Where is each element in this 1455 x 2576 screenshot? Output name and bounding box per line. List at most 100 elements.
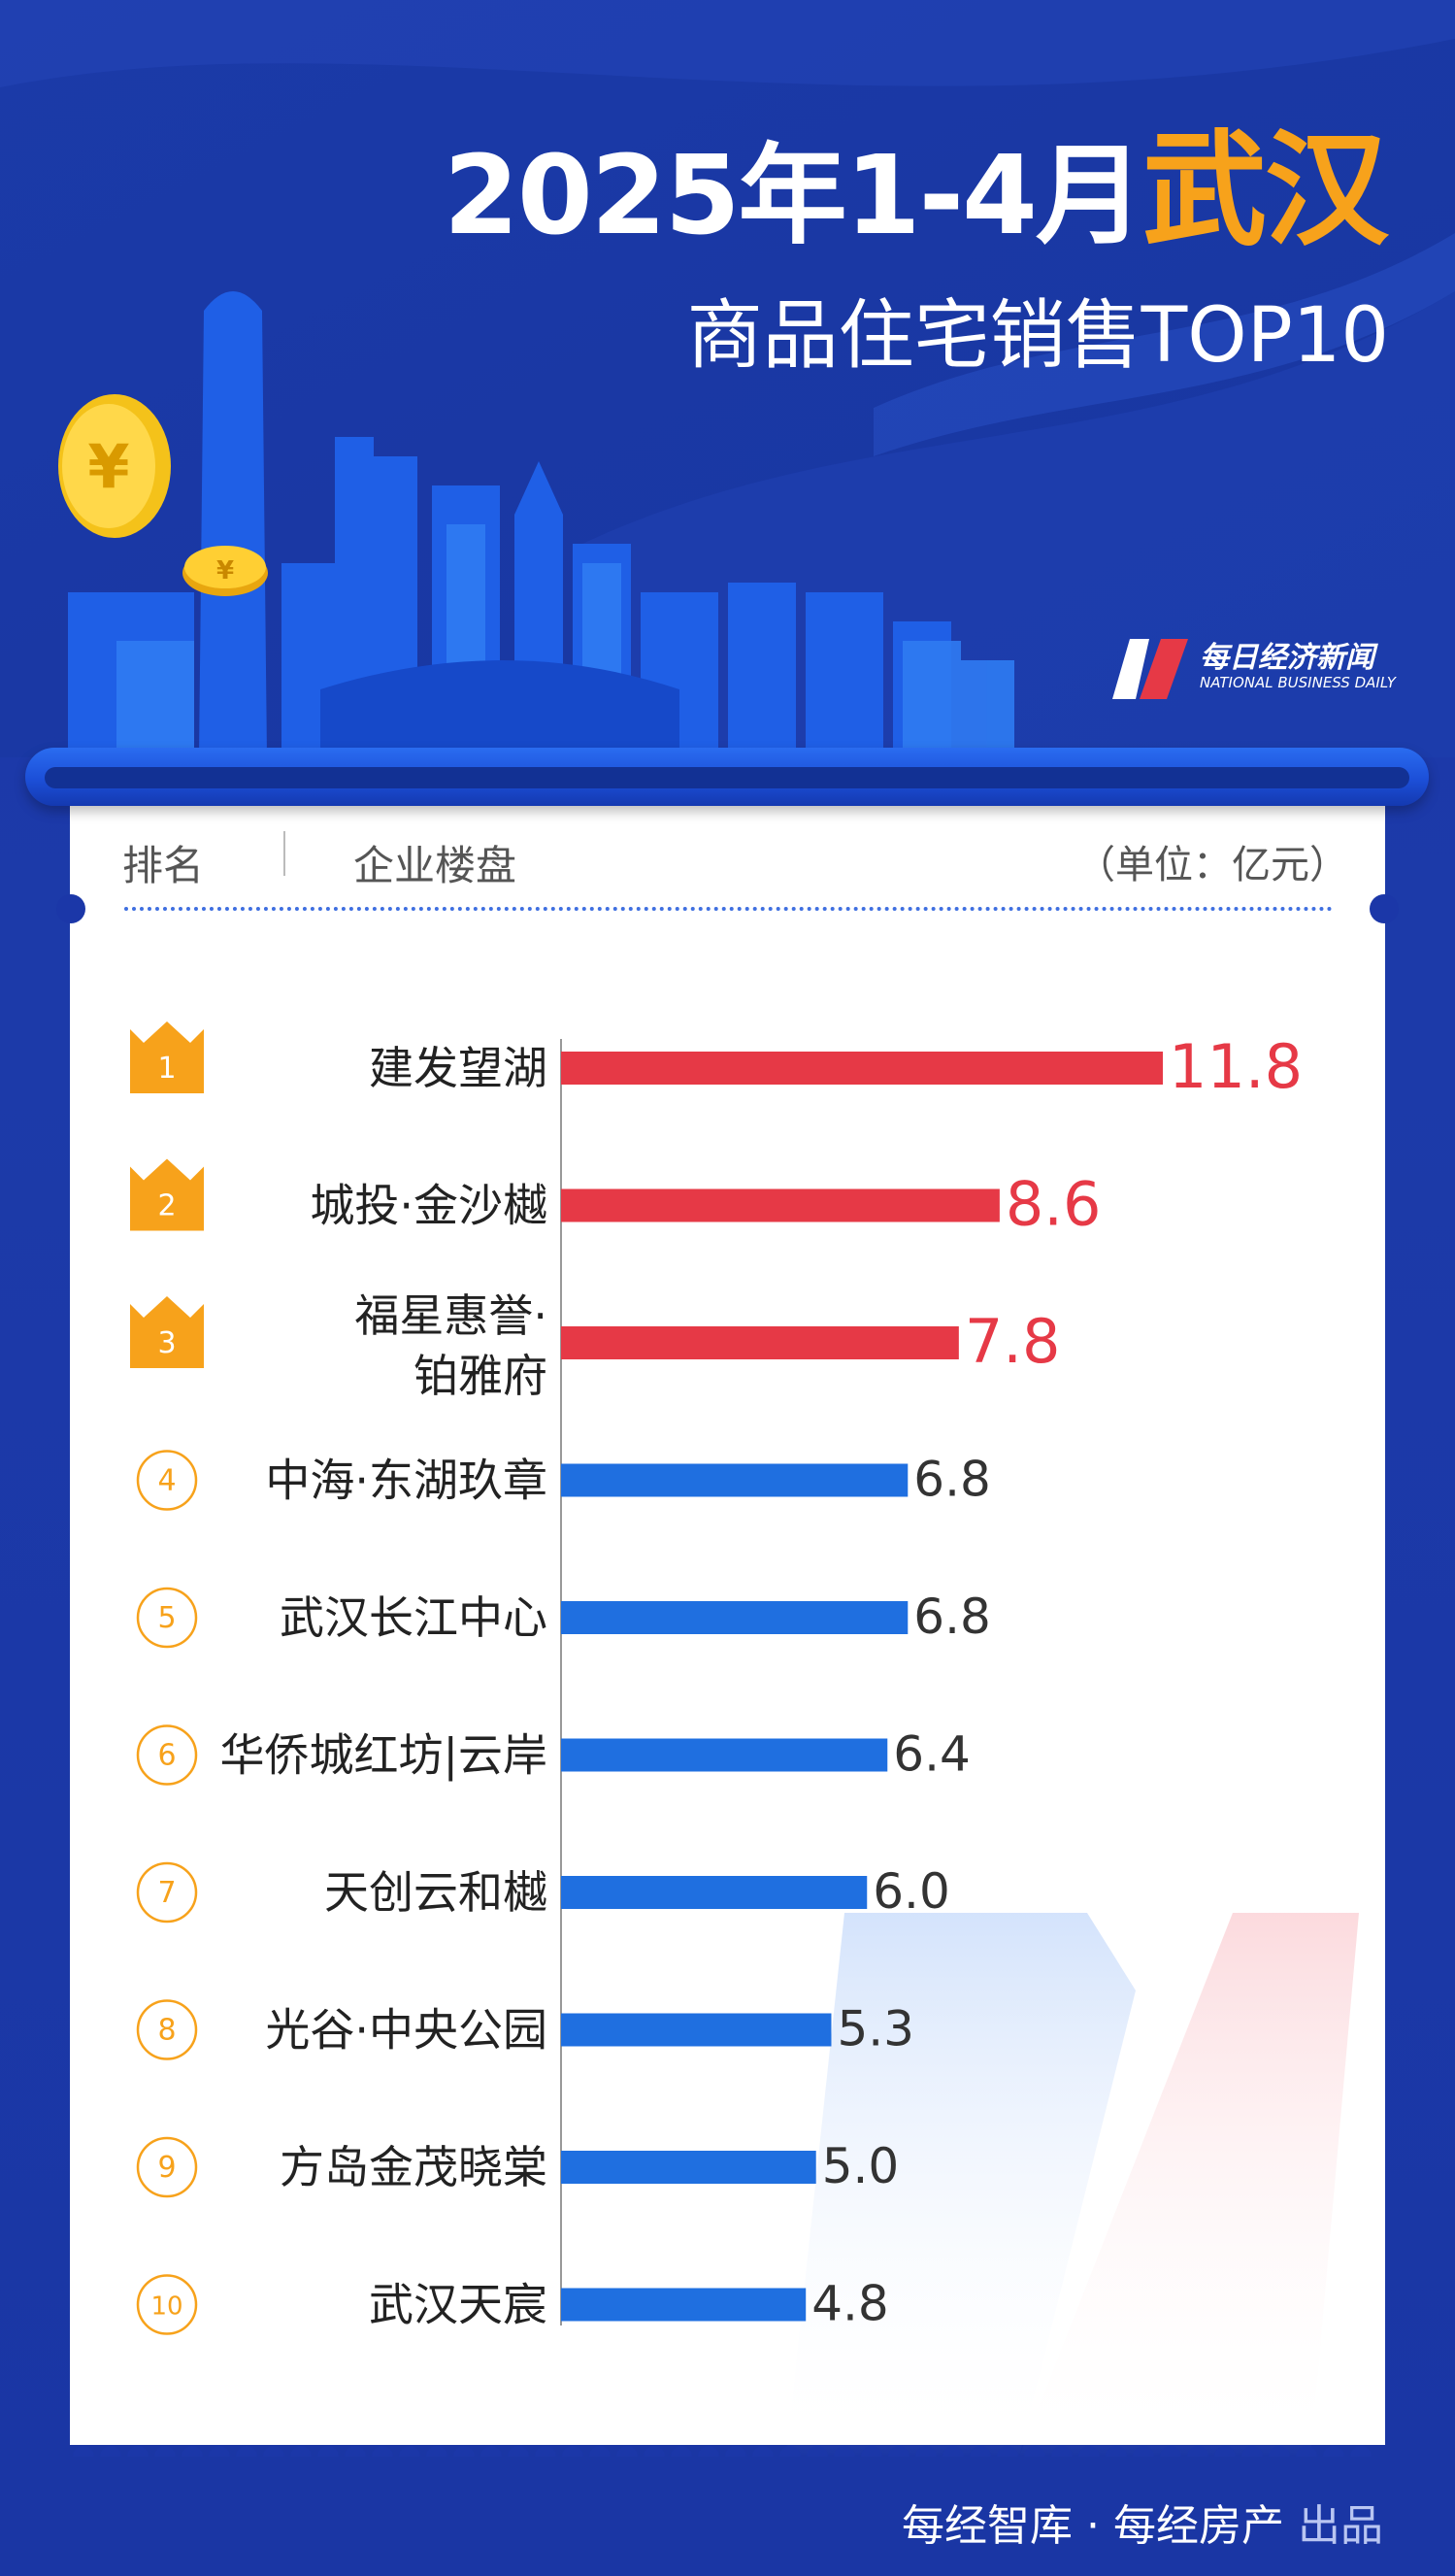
bar-value-label: 6.8 <box>913 1589 991 1645</box>
edge-scallop <box>589 2446 611 2457</box>
page-subtitle: 商品住宅销售TOP10 <box>686 292 1389 380</box>
column-project-header: 企业楼盘 <box>353 842 517 889</box>
small-coin-icon: ¥ <box>182 546 268 596</box>
edge-scallop <box>372 2446 393 2457</box>
scroll-rail <box>25 748 1429 806</box>
nbd-logo-icon <box>1112 639 1188 699</box>
rank-number: 10 <box>150 2292 182 2322</box>
edge-scallop <box>1269 2446 1290 2457</box>
rank-number: 3 <box>157 1326 176 1360</box>
edge-scallop <box>290 2446 312 2457</box>
edge-scallop <box>807 2446 828 2457</box>
edge-scallop <box>1350 2446 1372 2457</box>
sales-bar-chart: 11.8 建发望湖 1 8.6 城投·金沙樾 2 7.8 福星惠誉· 铂雅府 3 6.8 中海·东湖玖… <box>130 1021 1303 2335</box>
edge-scallop <box>127 2446 149 2457</box>
bar-value-label: 6.8 <box>913 1452 991 1508</box>
edge-scallop <box>1051 2446 1073 2457</box>
brand-name-cn: 每日经济新闻 <box>1200 641 1374 675</box>
edge-scallop <box>1024 2446 1045 2457</box>
category-label: 城投·金沙樾 <box>310 1180 547 1232</box>
dotted-divider <box>124 907 1333 911</box>
rank-circle-icon <box>136 2274 198 2335</box>
edge-scallop <box>1241 2446 1263 2457</box>
footer-suffix: 出品 <box>1298 2501 1383 2551</box>
edge-scallop <box>997 2446 1018 2457</box>
watermark-logo <box>786 1913 1359 2457</box>
title-city: 武汉 <box>1141 118 1389 263</box>
edge-scallop <box>508 2446 529 2457</box>
bar <box>561 2288 807 2322</box>
edge-scallop <box>426 2446 447 2457</box>
edge-scallop <box>535 2446 556 2457</box>
rank-number: 9 <box>157 2151 176 2185</box>
column-divider <box>283 831 285 876</box>
edge-scallop <box>399 2446 420 2457</box>
category-label: 福星惠誉· <box>354 1289 547 1342</box>
edge-scallop <box>1106 2446 1127 2457</box>
bar <box>561 1876 868 1909</box>
edge-scallop <box>317 2446 339 2457</box>
edge-scallop <box>644 2446 665 2457</box>
edge-scallop <box>236 2446 257 2457</box>
column-rank-header: 排名 <box>122 842 205 889</box>
card-notch-left <box>56 894 85 923</box>
category-label: 武汉长江中心 <box>280 1591 547 1644</box>
category-label: 方岛金茂晓棠 <box>280 2141 547 2193</box>
category-label: 光谷·中央公园 <box>265 2004 547 2057</box>
edge-scallop <box>1323 2446 1344 2457</box>
footer-credit: 每经智库 · 每经房产 出品 <box>902 2491 1383 2553</box>
rank-number: 8 <box>157 2014 176 2048</box>
edge-scallop <box>671 2446 692 2457</box>
edge-scallop <box>480 2446 502 2457</box>
svg-text:¥: ¥ <box>87 431 129 502</box>
bar <box>561 1188 1000 1222</box>
title-prefix: 2025年1-4月 <box>443 133 1144 259</box>
rank-circle-icon <box>136 2136 198 2198</box>
edge-scallop <box>182 2446 203 2457</box>
edge-scallop <box>154 2446 176 2457</box>
edge-scallop <box>942 2446 964 2457</box>
category-label: 华侨城红坊|云岸 <box>220 1729 548 1783</box>
edge-scallop <box>752 2446 774 2457</box>
coin-icon: ¥ <box>58 394 171 538</box>
edge-scallop <box>1187 2446 1208 2457</box>
bar-value-label: 5.0 <box>822 2138 900 2194</box>
card-bottom-edge <box>73 2446 1372 2457</box>
brand-logo: 每日经济新闻 NATIONAL BUSINESS DAILY <box>1107 629 1398 709</box>
bar <box>561 1326 959 1359</box>
edge-scallop <box>73 2446 94 2457</box>
category-label: 中海·东湖玖章 <box>265 1455 547 1507</box>
edge-scallop <box>562 2446 583 2457</box>
edge-scallop <box>263 2446 284 2457</box>
edge-scallop <box>100 2446 121 2457</box>
edge-scallop <box>1078 2446 1100 2457</box>
rank-circle-icon <box>136 1861 198 1924</box>
crown-badge-icon <box>130 1296 204 1368</box>
rank-number: 2 <box>157 1189 176 1223</box>
city-skyline-illustration: ¥ ¥ <box>58 291 1014 757</box>
unit-label: （单位：亿元） <box>1076 843 1348 887</box>
edge-scallop <box>453 2446 475 2457</box>
edge-scallop <box>779 2446 801 2457</box>
bar-value-label: 8.6 <box>1006 1169 1102 1240</box>
edge-scallop <box>888 2446 909 2457</box>
edge-scallop <box>725 2446 746 2457</box>
category-label: 天创云和樾 <box>324 1866 547 1919</box>
edge-scallop <box>861 2446 882 2457</box>
edge-scallop <box>1133 2446 1154 2457</box>
edge-scallop <box>1160 2446 1181 2457</box>
rank-circle-icon <box>136 1587 198 1649</box>
bar <box>561 1738 888 1772</box>
rank-number: 4 <box>157 1464 176 1498</box>
rank-circle-icon <box>136 1724 198 1786</box>
edge-scallop <box>1214 2446 1236 2457</box>
bar-value-label: 6.0 <box>873 1863 950 1920</box>
bar-value-label: 4.8 <box>811 2276 889 2332</box>
bar <box>561 2151 816 2184</box>
edge-scallop <box>915 2446 937 2457</box>
card-notch-right <box>1370 894 1399 923</box>
bar-value-label: 6.4 <box>893 1726 971 1783</box>
crown-badge-icon <box>130 1158 204 1231</box>
edge-scallop <box>345 2446 366 2457</box>
edge-scallop <box>209 2446 230 2457</box>
